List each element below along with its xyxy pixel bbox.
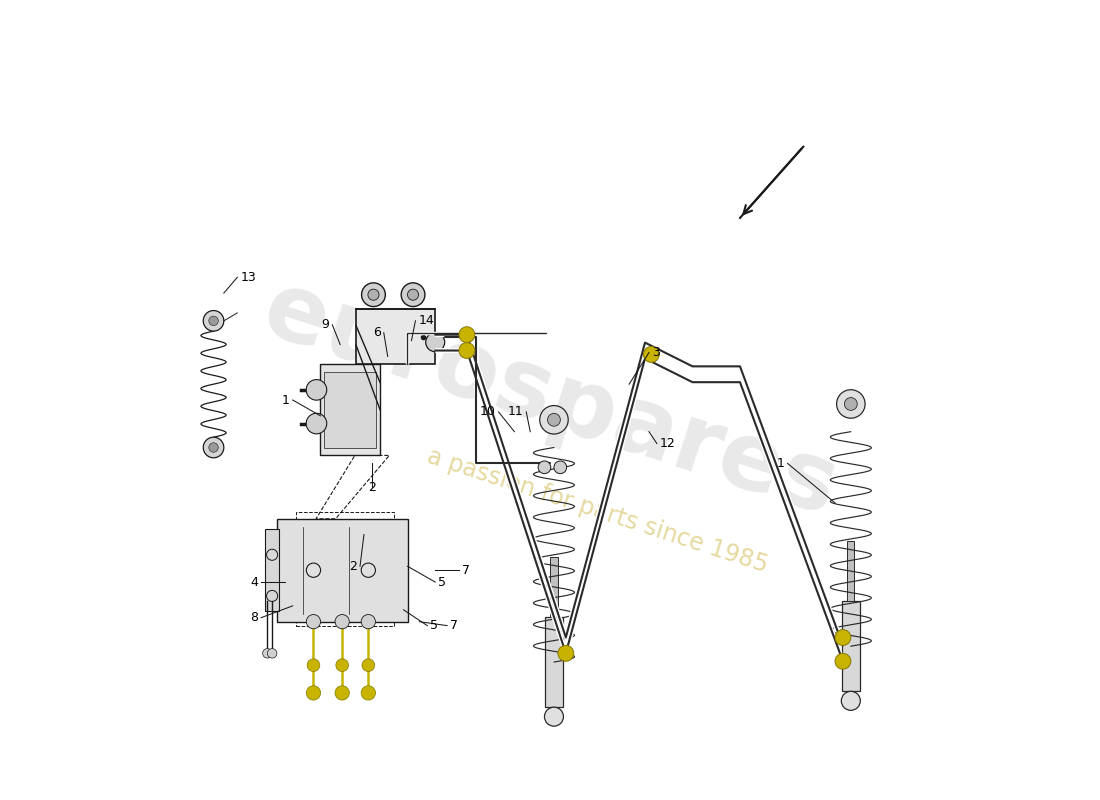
Circle shape	[426, 333, 444, 352]
Circle shape	[362, 659, 375, 671]
Text: 1: 1	[282, 394, 289, 406]
Circle shape	[402, 283, 425, 306]
Circle shape	[835, 630, 850, 646]
Circle shape	[554, 461, 566, 474]
Circle shape	[361, 614, 375, 629]
Circle shape	[644, 346, 659, 362]
Text: 13: 13	[241, 270, 256, 284]
Text: 4: 4	[250, 575, 257, 589]
Circle shape	[540, 406, 569, 434]
Bar	[277, 518, 407, 622]
Circle shape	[845, 398, 857, 410]
Bar	[297, 513, 395, 626]
Circle shape	[267, 649, 277, 658]
Circle shape	[544, 707, 563, 726]
Bar	[320, 364, 381, 455]
Bar	[550, 557, 558, 617]
Circle shape	[361, 686, 375, 700]
Text: 10: 10	[480, 406, 495, 418]
Bar	[546, 617, 563, 707]
Text: 2: 2	[367, 481, 376, 494]
Circle shape	[306, 614, 320, 629]
Circle shape	[459, 326, 475, 342]
Circle shape	[336, 659, 349, 671]
Circle shape	[209, 316, 218, 326]
Bar	[843, 601, 859, 691]
Bar	[324, 372, 376, 447]
Text: 9: 9	[321, 318, 329, 331]
Circle shape	[306, 379, 327, 400]
Text: 2: 2	[349, 560, 356, 573]
Circle shape	[842, 691, 860, 710]
Circle shape	[367, 289, 380, 300]
Text: 3: 3	[652, 346, 660, 359]
Bar	[265, 529, 279, 611]
Bar	[356, 309, 436, 364]
Circle shape	[336, 614, 350, 629]
Circle shape	[558, 646, 574, 662]
Circle shape	[306, 686, 320, 700]
Circle shape	[837, 390, 865, 418]
Text: 8: 8	[250, 611, 257, 624]
Circle shape	[204, 438, 223, 458]
Text: 12: 12	[660, 437, 675, 450]
Circle shape	[336, 686, 350, 700]
Bar	[847, 541, 855, 601]
Circle shape	[538, 461, 551, 474]
Circle shape	[835, 654, 850, 669]
Text: a passion for parts since 1985: a passion for parts since 1985	[424, 444, 771, 578]
Circle shape	[306, 414, 327, 434]
Circle shape	[362, 283, 385, 306]
Circle shape	[548, 414, 560, 426]
Text: 5: 5	[430, 619, 439, 632]
Text: 14: 14	[419, 314, 435, 327]
Text: 5: 5	[439, 575, 447, 589]
Circle shape	[307, 659, 320, 671]
Text: eurospares: eurospares	[252, 264, 848, 536]
Circle shape	[407, 289, 419, 300]
Circle shape	[263, 649, 272, 658]
Circle shape	[204, 310, 223, 331]
Text: 7: 7	[462, 564, 470, 577]
Circle shape	[209, 442, 218, 452]
Text: 11: 11	[507, 406, 524, 418]
Text: 1: 1	[777, 457, 784, 470]
Text: 7: 7	[450, 619, 459, 632]
Text: 6: 6	[373, 326, 381, 339]
Circle shape	[459, 342, 475, 358]
